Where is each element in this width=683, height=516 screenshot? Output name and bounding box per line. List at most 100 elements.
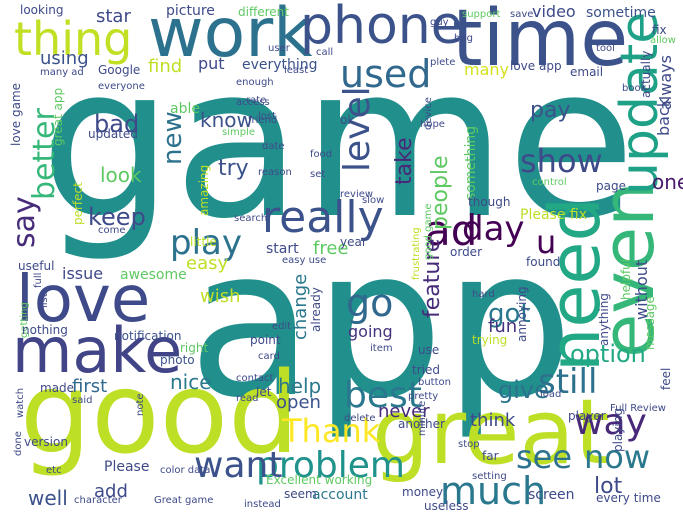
word-one: one: [652, 170, 683, 194]
word-perfect: perfect: [71, 182, 85, 225]
word-hard: hard: [472, 289, 495, 300]
word-think: think: [470, 410, 516, 431]
word-know: know: [200, 108, 253, 132]
word-use: use: [418, 343, 440, 357]
word-set: set: [310, 169, 326, 180]
word-pay: pay: [530, 98, 571, 123]
word-play: play: [170, 223, 242, 263]
word-try: try: [218, 156, 249, 181]
word-now: now: [584, 438, 651, 476]
word-email: email: [570, 65, 604, 79]
word-work: work: [148, 0, 313, 73]
word-day: day: [462, 209, 525, 249]
word-said: said: [72, 395, 93, 406]
word-watch: watch: [15, 387, 26, 418]
word-great: great: [372, 380, 610, 485]
word-used: used: [340, 52, 432, 96]
word-version: version: [24, 435, 68, 449]
word-look: look: [100, 163, 142, 187]
word-take: take: [392, 137, 417, 185]
word-book: book: [622, 83, 647, 94]
word-sometime: sometime: [586, 5, 656, 21]
word-back: back: [654, 97, 673, 136]
word-able: able: [170, 101, 200, 117]
word-easy-use: easy use: [282, 255, 327, 266]
word-much: much: [440, 469, 547, 513]
word-time: time: [452, 0, 629, 84]
word-account: account: [312, 487, 368, 503]
word-app: app: [188, 205, 574, 443]
word-tried: tried: [412, 363, 440, 377]
word-frustrating: frustrating: [411, 227, 422, 280]
word-great-game: Great game: [154, 495, 214, 506]
word-another: another: [398, 417, 445, 431]
word-money: money: [402, 485, 444, 499]
word-playing: playing: [611, 408, 625, 452]
word-user: user: [268, 43, 290, 54]
word-enough: enough: [236, 77, 274, 88]
word-feel: feel: [659, 367, 673, 390]
word-etc: etc: [46, 465, 62, 476]
word-many: many: [464, 60, 509, 79]
word-already: already: [309, 287, 323, 332]
word-useless: useless: [424, 499, 469, 513]
word-pretty: pretty: [408, 391, 439, 402]
word-nothing: nothing: [22, 323, 68, 337]
word-add: add: [94, 481, 128, 502]
word-issue: issue: [62, 264, 104, 283]
word-bad: bad: [94, 110, 140, 138]
word-contact: contact: [236, 373, 274, 384]
word-page: page: [596, 179, 626, 193]
word-photo: photo: [160, 353, 195, 367]
word-slow: slow: [362, 195, 385, 206]
word-thing: thing: [14, 12, 133, 66]
word-new: new: [158, 111, 188, 165]
word-problem: problem: [256, 445, 405, 486]
word-well: well: [28, 486, 68, 510]
word-great-app: great app: [51, 87, 65, 146]
word-go: go: [346, 281, 394, 325]
word-u: u: [536, 223, 557, 261]
word-many-ad: many ad: [40, 67, 84, 78]
word-hope: hope: [420, 119, 445, 130]
word-excellent-working: Excellent working: [266, 473, 373, 487]
word-want: want: [194, 445, 283, 486]
word-character: character: [74, 495, 122, 506]
word-done: done: [13, 431, 24, 456]
word-save: save: [510, 9, 534, 20]
word-little: little: [190, 235, 217, 249]
word-got: got: [488, 299, 531, 329]
word-fun: fun: [488, 316, 518, 337]
word-player: player: [568, 409, 606, 423]
word-every-time: every time: [596, 491, 661, 505]
word-find: find: [148, 56, 183, 77]
word-option: option: [570, 340, 646, 368]
word-guy: guy: [430, 17, 449, 28]
word-right: right: [180, 341, 209, 355]
word-full-review: Full Review: [610, 403, 666, 414]
word-everyone: everyone: [98, 81, 145, 92]
word-best: best: [344, 375, 422, 416]
word-still: still: [538, 362, 598, 402]
word-instead: instead: [244, 499, 281, 510]
word-delete: delete: [344, 413, 376, 424]
word-level: level: [337, 86, 378, 172]
word-least: least: [284, 65, 309, 76]
word-free: free: [313, 238, 349, 259]
word-amazing: amazing: [197, 164, 211, 216]
word-show: show: [520, 142, 603, 180]
word-game: game: [40, 20, 636, 265]
word-give: give: [498, 376, 549, 404]
word-good-game: good game: [423, 203, 434, 260]
word-order: order: [450, 245, 482, 259]
word-seem: seem: [284, 487, 317, 501]
word-nice: nice: [170, 370, 212, 394]
word-minute: minute: [417, 400, 428, 436]
word-rate: rate: [246, 95, 267, 106]
word-plete: plete: [430, 57, 456, 68]
word-never: never: [378, 401, 430, 422]
word-open: open: [276, 392, 321, 413]
word-easy: easy: [186, 253, 229, 274]
word-using: using: [40, 48, 89, 69]
